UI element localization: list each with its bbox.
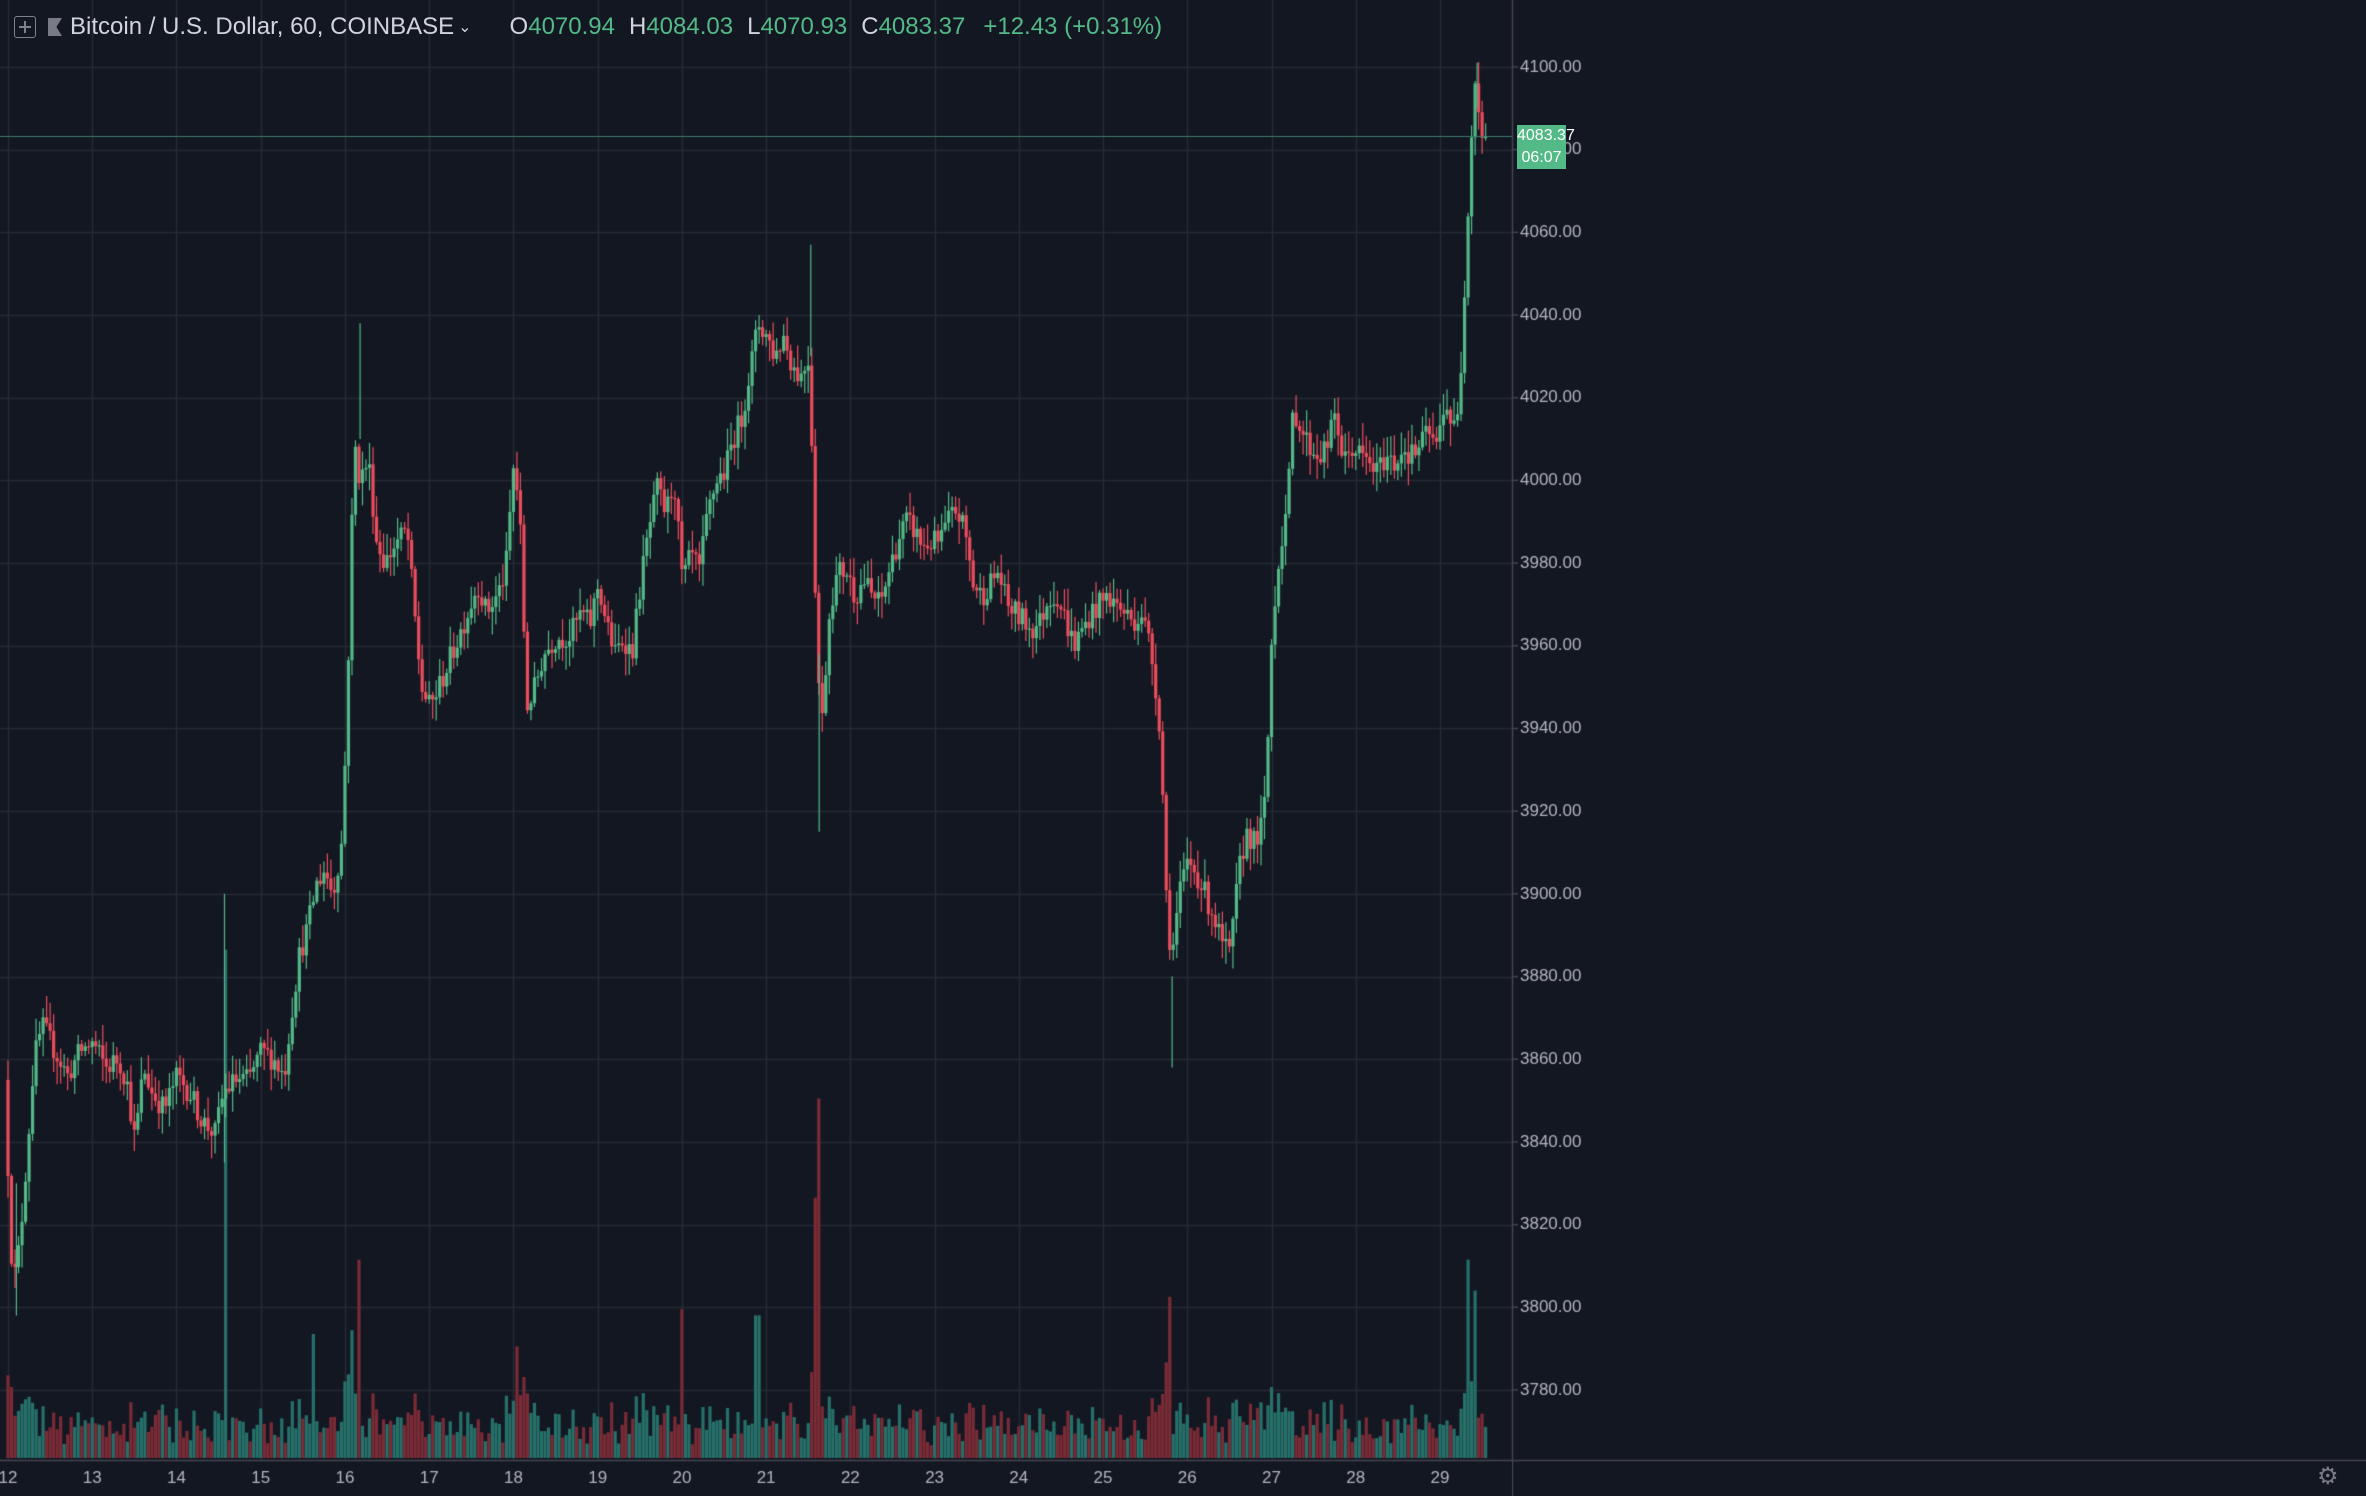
open-label: O [509,13,529,40]
change-value: +12.43 (+0.31%) [983,13,1163,40]
add-symbol-icon[interactable] [14,16,36,38]
symbol-title[interactable]: Bitcoin / U.S. Dollar, 60, COINBASE [70,13,455,40]
last-price-tag: 4083.37 [1517,124,1575,147]
chevron-down-icon[interactable]: ⌄ [458,19,472,36]
flag-icon[interactable] [48,18,62,36]
open-value: 4070.94 [528,13,615,40]
settings-gear-icon[interactable]: ⚙ [2317,1463,2339,1490]
high-value: 4084.03 [646,13,734,40]
close-label: C [861,13,879,40]
low-value: 4070.93 [760,13,848,40]
bar-countdown-tag: 06:07 [1517,146,1566,169]
low-label: L [747,13,761,40]
high-label: H [628,13,647,40]
close-value: 4083.37 [878,13,966,40]
